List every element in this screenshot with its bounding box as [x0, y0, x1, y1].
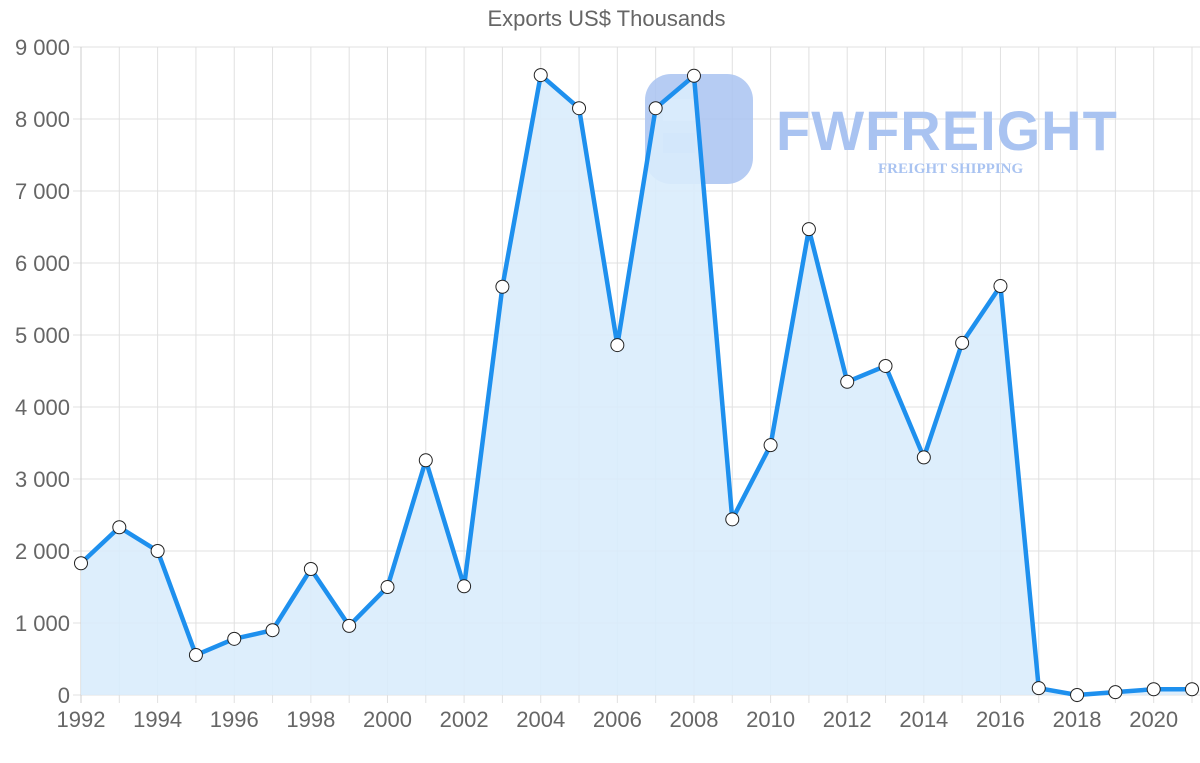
data-point[interactable] [1108, 685, 1123, 700]
data-point[interactable] [227, 631, 242, 646]
data-point[interactable] [457, 579, 472, 594]
x-tick-label: 2016 [976, 707, 1025, 732]
x-tick-label: 2000 [363, 707, 412, 732]
x-tick-label: 1996 [210, 707, 259, 732]
y-tick-label: 7 000 [15, 179, 70, 204]
data-point[interactable] [878, 358, 893, 373]
data-point[interactable] [840, 374, 855, 389]
data-point[interactable] [916, 450, 931, 465]
y-tick-label: 8 000 [15, 107, 70, 132]
x-tick-label: 2012 [823, 707, 872, 732]
x-tick-label: 2010 [746, 707, 795, 732]
exports-series [74, 68, 1199, 702]
data-point[interactable] [1146, 682, 1161, 697]
data-point[interactable] [610, 338, 625, 353]
y-tick-label: 2 000 [15, 539, 70, 564]
y-tick-label: 0 [58, 683, 70, 708]
x-tick-label: 1998 [286, 707, 335, 732]
data-point[interactable] [1185, 682, 1199, 697]
data-point[interactable] [150, 544, 165, 558]
x-axis: 1992 1994 1996 1998 2000 2002 2004 2006 2008 2010… [57, 707, 1179, 732]
x-tick-label: 1994 [133, 707, 182, 732]
data-point[interactable] [74, 556, 88, 571]
y-tick-label: 5 000 [15, 323, 70, 348]
x-tick-label: 2006 [593, 707, 642, 732]
x-tick-label: 2002 [440, 707, 489, 732]
data-point[interactable] [188, 648, 203, 663]
data-point[interactable] [572, 101, 587, 116]
x-tick-label: 2004 [516, 707, 565, 732]
watermark-tagline: FREIGHT SHIPPING [878, 161, 1023, 177]
data-point[interactable] [763, 438, 778, 453]
data-point[interactable] [1070, 688, 1085, 702]
x-tick-label: 2008 [669, 707, 718, 732]
y-axis: 0 1 000 2 000 3 000 4 000 5 000 6 000 7 000 8 00… [15, 35, 70, 708]
data-point[interactable] [303, 562, 318, 576]
y-tick-label: 4 000 [15, 395, 70, 420]
x-tick-label: 2020 [1129, 707, 1178, 732]
data-point[interactable] [686, 68, 701, 83]
data-point[interactable] [112, 520, 127, 535]
watermark-brand: FWFREIGHT [776, 99, 1118, 162]
x-tick-label: 1992 [57, 707, 106, 732]
data-point[interactable] [495, 279, 510, 294]
data-point[interactable] [801, 222, 816, 237]
data-point[interactable] [648, 101, 663, 116]
chart-title: Exports US$ Thousands [487, 6, 726, 31]
data-point[interactable] [955, 335, 970, 350]
y-tick-label: 1 000 [15, 611, 70, 636]
y-tick-label: 9 000 [15, 35, 70, 60]
data-point[interactable] [380, 580, 395, 594]
fwfreight-watermark: FWFREIGHT FREIGHT SHIPPING [645, 74, 1118, 184]
data-point[interactable] [265, 623, 280, 638]
data-point[interactable] [1031, 681, 1046, 696]
data-point[interactable] [993, 279, 1008, 294]
x-tick-label: 2014 [899, 707, 948, 732]
y-tick-label: 3 000 [15, 467, 70, 492]
data-point[interactable] [725, 512, 740, 527]
data-point[interactable] [342, 618, 357, 633]
data-point[interactable] [533, 68, 548, 83]
y-tick-label: 6 000 [15, 251, 70, 276]
x-tick-label: 2018 [1053, 707, 1102, 732]
data-point[interactable] [418, 453, 433, 468]
